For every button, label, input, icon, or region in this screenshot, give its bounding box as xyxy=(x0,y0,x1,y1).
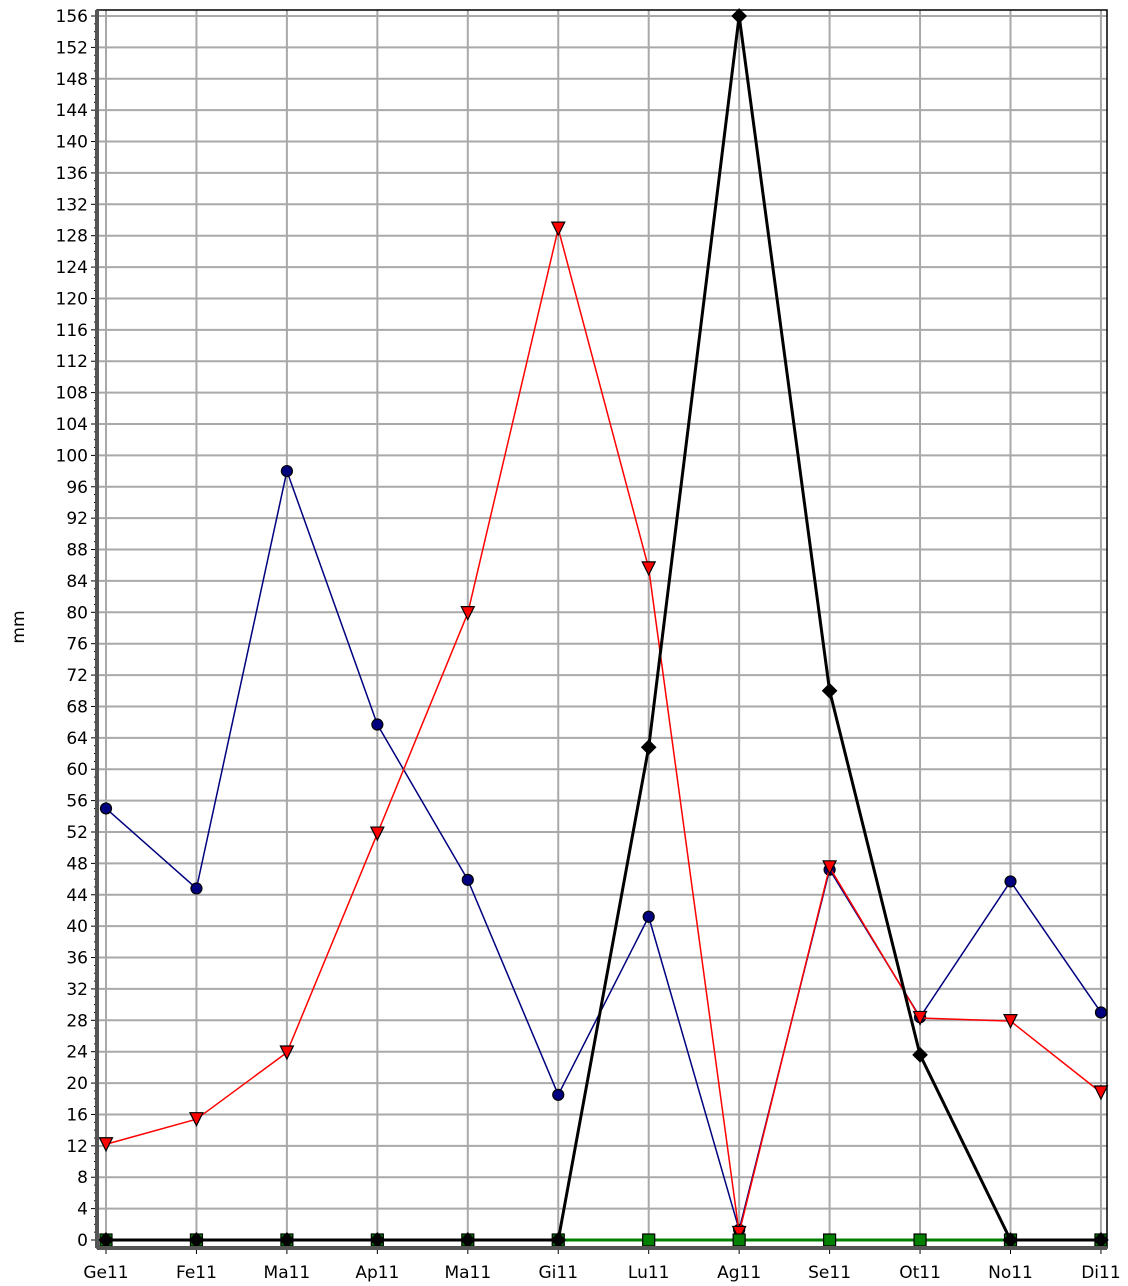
data-point-circle xyxy=(552,1088,565,1101)
y-tick-label: 72 xyxy=(66,666,88,686)
y-tick-label: 20 xyxy=(66,1074,88,1094)
data-point-square xyxy=(913,1233,927,1247)
data-point-triangle xyxy=(912,1010,928,1026)
y-tick-label: 124 xyxy=(56,258,88,278)
y-tick-label: 144 xyxy=(56,101,88,121)
y-tick-label: 104 xyxy=(56,415,88,435)
y-tick-label: 28 xyxy=(66,1011,88,1031)
series-2 xyxy=(98,221,1109,1241)
x-tick-label: No11 xyxy=(988,1263,1033,1283)
y-tick-label: 24 xyxy=(66,1043,88,1063)
data-point-triangle xyxy=(731,1225,747,1241)
y-tick-label: 8 xyxy=(77,1168,88,1188)
y-tick-label: 100 xyxy=(56,446,88,466)
y-tick-label: 116 xyxy=(56,321,88,341)
y-tick-label: 56 xyxy=(66,792,88,812)
x-tick-label: Ag11 xyxy=(717,1263,761,1283)
y-tick-label: 92 xyxy=(66,509,88,529)
x-tick-label: Se11 xyxy=(808,1263,851,1283)
data-point-triangle xyxy=(279,1045,295,1061)
y-tick-label: 64 xyxy=(66,729,88,749)
y-tick-label: 128 xyxy=(56,227,88,247)
y-tick-label: 108 xyxy=(56,384,88,404)
data-point-diamond xyxy=(731,8,747,24)
y-tick-label: 0 xyxy=(77,1231,88,1251)
y-tick-label: 112 xyxy=(56,352,88,372)
data-point-triangle xyxy=(550,221,566,237)
y-tick-label: 156 xyxy=(56,7,88,27)
y-tick-label: 32 xyxy=(66,980,88,1000)
y-tick-label: 52 xyxy=(66,823,88,843)
x-tick-label: Gi11 xyxy=(538,1263,578,1283)
data-point-triangle xyxy=(822,860,838,876)
y-tick-label: 76 xyxy=(66,635,88,655)
data-point-circle xyxy=(99,802,113,815)
y-axis-ticks: 0481216202428323640444852566064687276808… xyxy=(56,7,97,1251)
grid xyxy=(97,10,1107,1248)
x-tick-label: Ma11 xyxy=(444,1263,491,1283)
x-tick-label: Di11 xyxy=(1081,1263,1120,1283)
data-point-square xyxy=(822,1233,837,1247)
y-axis-title: mm xyxy=(9,610,29,643)
y-tick-label: 16 xyxy=(66,1105,88,1125)
series-line xyxy=(105,227,1102,1234)
data-point-triangle xyxy=(1093,1085,1109,1101)
x-axis-ticks: Ge11 Fe11 Ma11 Ap11 Ma11 Gi11 Lu11 Ag11 Se11 Ot11… xyxy=(83,1248,1121,1283)
data-point-diamond xyxy=(912,1046,928,1063)
y-tick-label: 148 xyxy=(56,70,88,90)
x-tick-label: Ma11 xyxy=(264,1263,311,1283)
series-line xyxy=(105,470,1102,1231)
y-tick-label: 136 xyxy=(56,164,88,184)
y-tick-label: 120 xyxy=(56,289,88,309)
y-tick-label: 88 xyxy=(66,541,88,561)
data-point-circle xyxy=(280,464,293,478)
data-point-triangle xyxy=(98,1137,114,1153)
x-tick-label: Ot11 xyxy=(899,1263,941,1283)
y-tick-label: 48 xyxy=(66,854,88,874)
y-tick-label: 80 xyxy=(66,603,88,623)
series-line xyxy=(106,14,1101,1242)
data-point-triangle xyxy=(460,605,476,621)
x-tick-label: Lu11 xyxy=(628,1263,670,1283)
data-point-diamond xyxy=(640,739,657,756)
data-point-circle xyxy=(461,873,474,886)
data-point-triangle xyxy=(188,1112,204,1128)
data-point-triangle xyxy=(369,826,385,842)
y-tick-label: 36 xyxy=(66,949,88,969)
y-tick-label: 44 xyxy=(66,886,88,906)
data-point-circle xyxy=(371,718,384,731)
y-tick-label: 84 xyxy=(66,572,88,592)
y-tick-label: 152 xyxy=(56,38,88,58)
y-tick-label: 40 xyxy=(66,917,88,937)
y-tick-label: 140 xyxy=(56,133,88,153)
x-tick-label: Fe11 xyxy=(176,1263,217,1283)
data-point-triangle xyxy=(1003,1013,1018,1029)
data-point-triangle xyxy=(641,561,657,577)
y-tick-label: 60 xyxy=(66,760,88,780)
data-point-circle xyxy=(1004,875,1017,888)
y-tick-label: 132 xyxy=(56,195,88,215)
y-tick-label: 4 xyxy=(77,1200,88,1220)
x-tick-label: Ap11 xyxy=(355,1263,399,1283)
data-point-circle xyxy=(642,910,655,923)
data-point-diamond xyxy=(821,682,838,699)
y-tick-label: 12 xyxy=(66,1137,88,1157)
y-tick-label: 68 xyxy=(66,697,88,717)
y-tick-label: 96 xyxy=(66,478,88,498)
data-point-circle xyxy=(190,882,203,895)
x-tick-label: Ge11 xyxy=(83,1263,128,1283)
data-point-circle xyxy=(1094,1006,1108,1019)
data-point-square xyxy=(732,1233,746,1247)
data-point-square xyxy=(642,1233,656,1247)
